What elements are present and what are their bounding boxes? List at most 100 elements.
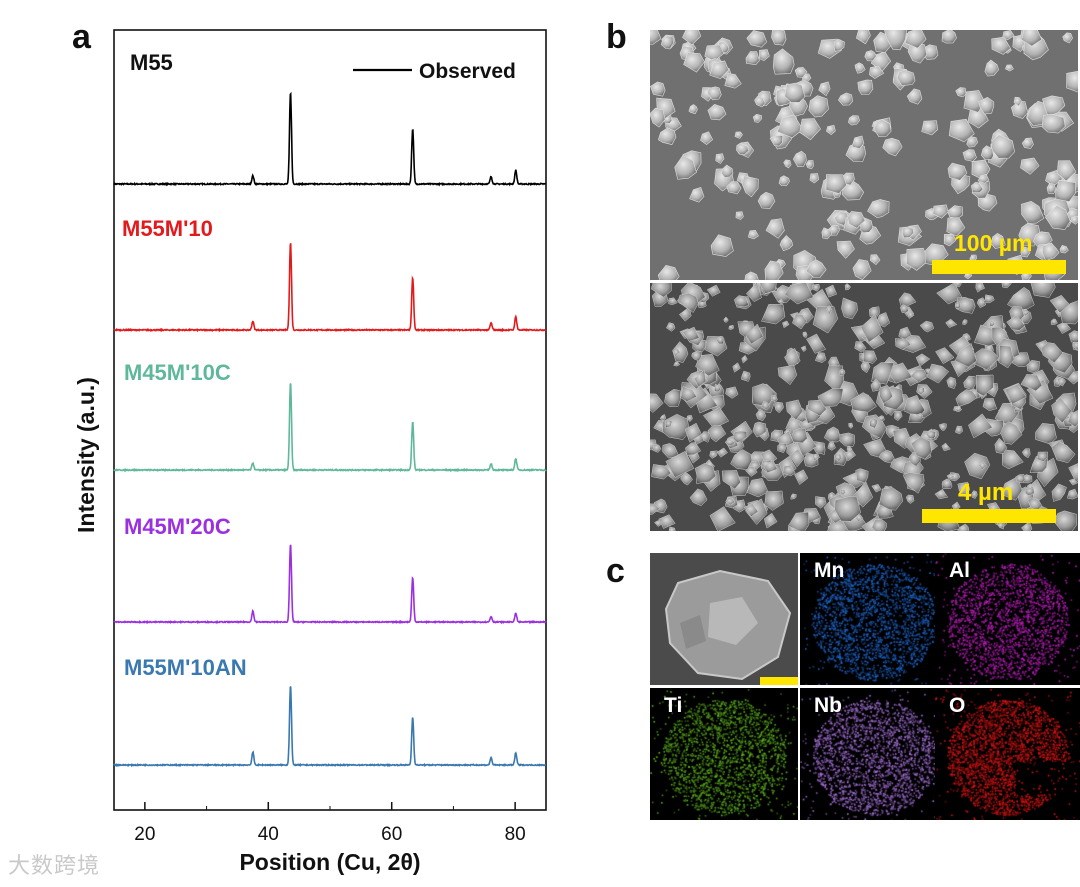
sem-grain <box>812 306 839 334</box>
sem-particle <box>932 204 949 219</box>
watermark-text: 大数跨境 <box>8 853 101 878</box>
xrd-trace-m55m10an <box>113 686 546 768</box>
sem-grain <box>839 368 846 376</box>
sem-particles-low <box>650 30 1078 280</box>
scale-bar-top <box>932 260 1066 274</box>
sem-grain <box>894 410 903 422</box>
sem-grain <box>815 496 827 509</box>
sem-grain <box>994 437 1008 454</box>
sem-grain <box>827 519 849 531</box>
sem-particle <box>683 52 705 73</box>
sem-particle <box>707 86 722 101</box>
sem-grain <box>732 430 748 443</box>
sem-grain <box>723 316 729 323</box>
sem-particle <box>963 90 986 113</box>
sem-particle <box>836 240 855 259</box>
sem-image-low-mag: 100 µm <box>650 30 1078 280</box>
sem-grain <box>714 383 721 393</box>
x-axis-title: Position (Cu, 2θ) <box>239 849 420 875</box>
sem-particle <box>869 65 885 79</box>
sem-grain <box>826 304 833 316</box>
sem-grain <box>876 312 891 328</box>
sem-particle <box>747 229 759 240</box>
sem-grain <box>807 399 827 417</box>
sem-grain <box>1015 474 1026 484</box>
sem-grain <box>863 350 878 364</box>
sem-grain <box>666 322 676 332</box>
mn-map-image <box>800 553 948 685</box>
ti-map-image <box>650 688 798 820</box>
sem-grain <box>794 469 809 485</box>
sem-grain <box>850 392 877 413</box>
sem-particle <box>805 259 827 278</box>
sem-grain <box>954 283 962 288</box>
sem-particles-high <box>650 283 1078 531</box>
sem-grain <box>983 294 995 304</box>
sem-particle <box>741 175 759 198</box>
sem-grain <box>790 428 808 444</box>
sem-particle <box>980 145 994 160</box>
sem-particle <box>1002 30 1015 41</box>
sem-grain <box>782 320 790 329</box>
sem-grain <box>728 324 734 330</box>
sem-particle <box>710 234 734 257</box>
sem-grain <box>770 395 778 402</box>
sem-grain <box>732 362 741 373</box>
sem-particle <box>1042 242 1060 262</box>
sem-grain <box>814 352 827 363</box>
sem-particle <box>826 124 836 135</box>
sem-grain <box>938 423 947 431</box>
nb-map-image <box>800 688 948 820</box>
sem-grain <box>1037 451 1048 462</box>
sem-grain <box>877 415 885 422</box>
sem-particle <box>707 103 727 121</box>
sem-particle <box>709 60 729 80</box>
sem-particle <box>818 81 831 97</box>
sem-particle <box>970 181 984 193</box>
sem-particle <box>783 159 792 169</box>
sem-grain <box>941 442 951 452</box>
panel-label-c: c <box>606 552 625 590</box>
sem-grain <box>761 304 786 325</box>
legend-label: Observed <box>419 60 516 83</box>
sem-grain <box>693 369 707 388</box>
sem-grain <box>725 386 739 399</box>
sem-particle <box>771 30 787 46</box>
sem-grain <box>841 297 858 320</box>
sem-grain <box>854 341 867 353</box>
sem-grain <box>945 318 958 328</box>
sem-grain <box>1022 309 1029 317</box>
sem-grain <box>974 348 1000 370</box>
sem-particle <box>984 59 1000 77</box>
sem-particle <box>1062 32 1073 44</box>
sem-grain <box>684 422 702 443</box>
sem-image-high-mag: 4 µm <box>650 283 1078 531</box>
xrd-trace-m55 <box>113 91 547 187</box>
sem-particle <box>754 95 766 108</box>
sem-grain <box>905 494 915 504</box>
sem-grain <box>761 400 770 411</box>
sem-grain <box>855 468 869 484</box>
sem-grain <box>682 326 700 342</box>
eds-label-mn: Mn <box>814 559 845 582</box>
sem-grain <box>955 405 963 413</box>
sem-particle <box>726 181 742 195</box>
sem-particle <box>1042 95 1066 117</box>
sem-grain <box>1021 448 1031 459</box>
sem-particle <box>682 30 702 46</box>
sem-particle <box>660 35 674 50</box>
x-tick-label-60: 60 <box>381 824 402 845</box>
sem-grain <box>870 378 882 392</box>
sem-particle <box>1021 30 1043 47</box>
sem-particle <box>962 149 977 162</box>
sem-particle <box>821 227 832 240</box>
sem-grain <box>863 438 888 458</box>
sem-particle <box>736 142 750 155</box>
sem-grain <box>658 514 676 529</box>
sem-grain <box>843 449 856 462</box>
sem-particle <box>955 87 967 98</box>
sem-grain <box>907 311 915 319</box>
sem-particle <box>882 137 903 157</box>
eds-map-al: Al <box>935 553 1080 685</box>
sem-grain <box>730 449 753 470</box>
